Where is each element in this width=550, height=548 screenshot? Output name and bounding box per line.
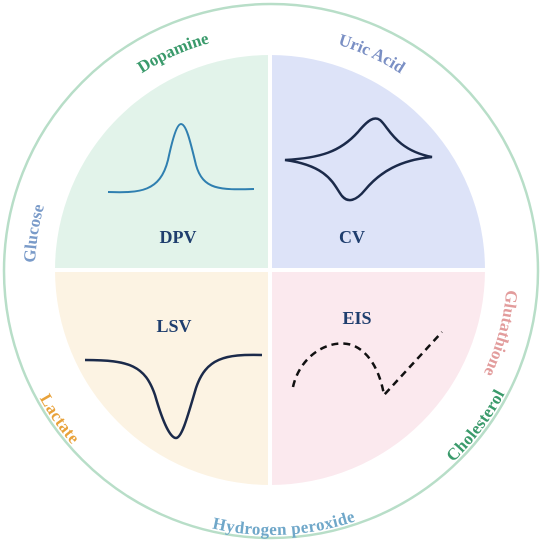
cv-curve — [284, 117, 433, 202]
outer-ring — [2, 2, 540, 540]
eis-curve — [291, 331, 443, 398]
technique-label: LSV — [156, 316, 191, 336]
quadrants — [55, 55, 485, 485]
analyte-text: Lactate — [36, 390, 84, 447]
technique-label: EIS — [342, 308, 371, 328]
analyte-label: Glucose — [20, 202, 48, 263]
analyte-label: Hydrogen peroxide — [211, 507, 357, 539]
dpv-curve — [107, 122, 255, 194]
quadrant-lsv — [55, 272, 268, 485]
analyte-text: Glucose — [20, 202, 48, 263]
analyte-label: Glutathione — [480, 289, 521, 380]
analyte-text: Cholesterol — [442, 386, 508, 465]
analyte-text: Hydrogen peroxide — [211, 507, 357, 539]
technique-label: DPV — [160, 227, 197, 247]
technique-label: CV — [339, 227, 365, 247]
lsv-curve — [84, 353, 263, 440]
analyte-text: Glutathione — [480, 289, 521, 380]
analyte-label: Cholesterol — [442, 386, 508, 465]
analyte-label: Lactate — [36, 390, 84, 447]
